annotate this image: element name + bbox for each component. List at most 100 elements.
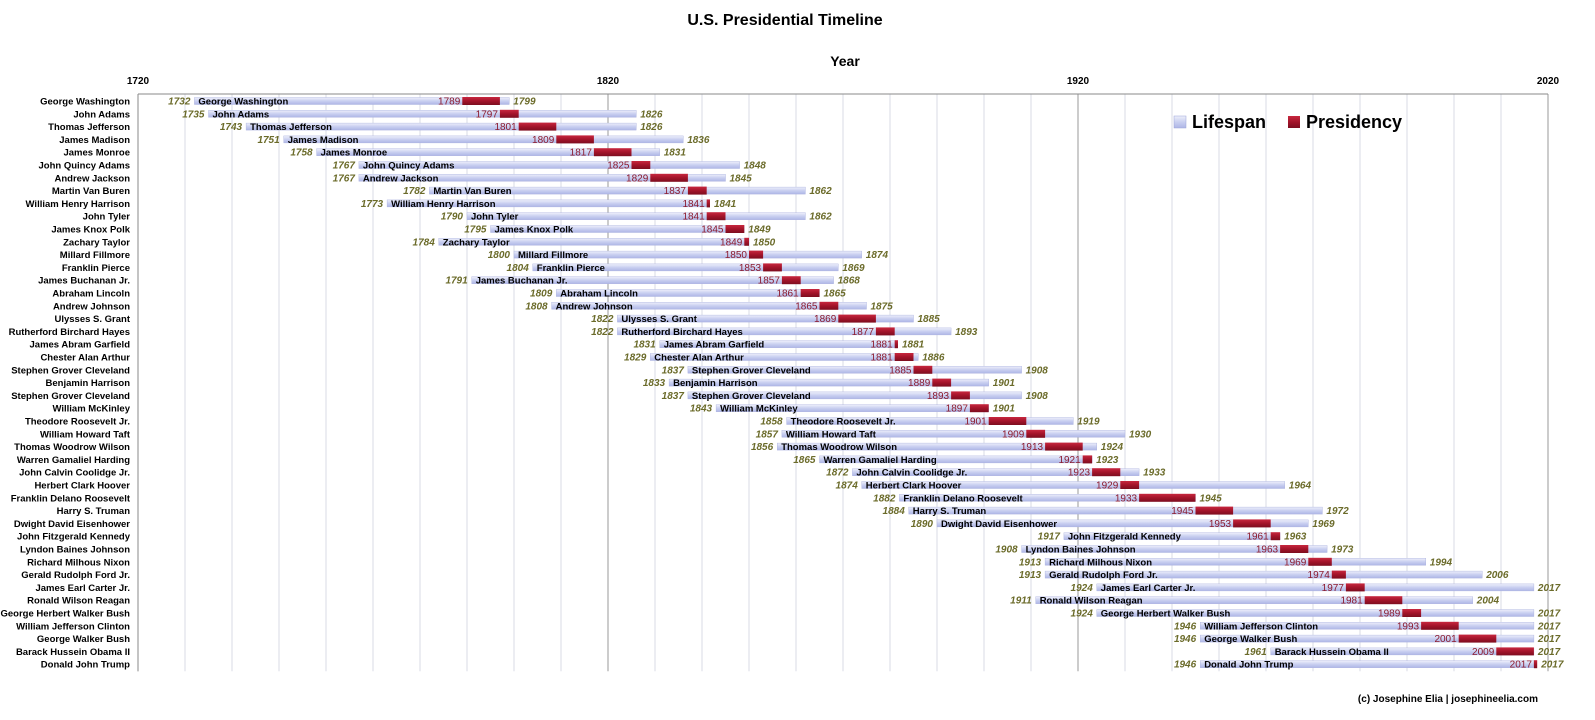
- president-row: 1808 Andrew Johnson 1865 1875: [525, 301, 893, 312]
- presidency-bar: [593, 148, 632, 157]
- president-row: 1790 John Tyler 1841 1862: [441, 212, 832, 223]
- death-year-label: 1924: [1101, 442, 1124, 453]
- presidency-start-label: 1809: [532, 135, 555, 146]
- president-axis-label: John Tyler: [83, 212, 131, 223]
- president-axis-label: Zachary Taylor: [63, 237, 130, 248]
- death-year-label: 1881: [902, 340, 925, 351]
- lifespan-bar: [1035, 596, 1473, 604]
- death-year-label: 1865: [824, 289, 847, 300]
- birth-year-label: 1924: [1071, 609, 1094, 620]
- president-row: 1857 William Howard Taft 1909 1930: [756, 429, 1152, 440]
- birth-year-label: 1822: [591, 327, 614, 338]
- president-row: 1865 Warren Gamaliel Harding 1921 1923: [793, 455, 1119, 466]
- president-axis-label: George Walker Bush: [37, 634, 130, 645]
- birth-year-label: 1784: [413, 237, 436, 248]
- death-year-label: 1908: [1026, 391, 1049, 402]
- presidency-bar: [894, 353, 914, 361]
- presidency-bar: [838, 314, 876, 323]
- presidency-bar: [1082, 455, 1093, 464]
- presidency-start-label: 1841: [682, 212, 705, 223]
- presidency-bar: [650, 173, 688, 182]
- president-axis-label: Stephen Grover Cleveland: [11, 391, 130, 402]
- presidency-bar: [1345, 583, 1365, 592]
- lifespan-name-label: Zachary Taylor: [443, 237, 510, 248]
- death-year-label: 1994: [1430, 557, 1453, 568]
- president-row: 1767 Andrew Jackson 1829 1845: [333, 173, 753, 184]
- presidency-bar: [1233, 519, 1271, 528]
- presidency-bar: [706, 212, 726, 221]
- presidency-bar: [1533, 660, 1538, 669]
- presidency-bar: [1026, 429, 1046, 438]
- birth-year-label: 1874: [836, 481, 859, 492]
- president-row: 1795 James Knox Polk 1845 1849: [464, 225, 771, 236]
- birth-year-label: 1837: [662, 391, 685, 402]
- lifespan-name-label: John Calvin Coolidge Jr.: [856, 468, 967, 479]
- death-year-label: 1874: [866, 250, 889, 261]
- presidency-start-label: 1881: [870, 340, 893, 351]
- lifespan-name-label: John Tyler: [471, 212, 519, 223]
- lifespan-name-label: James Monroe: [321, 148, 388, 159]
- lifespan-name-label: Herbert Clark Hoover: [866, 481, 962, 492]
- birth-year-label: 1913: [1019, 557, 1042, 568]
- president-row: 1946 William Jefferson Clinton 1993 2017: [1174, 621, 1561, 632]
- birth-year-label: 1773: [361, 199, 384, 210]
- president-row: 1732 George Washington 1789 1799: [168, 97, 536, 108]
- president-row: 1822 Ulysses S. Grant 1869 1885: [591, 314, 940, 325]
- death-year-label: 1893: [955, 327, 978, 338]
- lifespan-name-label: John Adams: [213, 109, 270, 120]
- death-year-label: 2017: [1537, 609, 1561, 620]
- lifespan-name-label: Ulysses S. Grant: [621, 314, 697, 325]
- birth-year-label: 1856: [751, 442, 774, 453]
- legend-presidency-swatch: [1288, 116, 1300, 128]
- president-axis-label: William Howard Taft: [40, 429, 131, 440]
- president-row: 1917 John Fitzgerald Kennedy 1961 1963: [1038, 532, 1307, 543]
- lifespan-name-label: Andrew Johnson: [556, 301, 633, 312]
- president-axis-label: John Fitzgerald Kennedy: [17, 532, 131, 543]
- presidency-bar: [1045, 442, 1083, 451]
- presidency-start-label: 1837: [664, 186, 687, 197]
- birth-year-label: 1946: [1174, 621, 1197, 632]
- lifespan-bar: [532, 263, 839, 272]
- president-axis-label: Ronald Wilson Reagan: [27, 596, 130, 607]
- birth-year-label: 1857: [756, 429, 779, 440]
- president-row: 1809 Abraham Lincoln 1861 1865: [530, 289, 846, 300]
- lifespan-name-label: Gerald Rudolph Ford Jr.: [1049, 570, 1158, 581]
- president-axis-label: Millard Fillmore: [60, 250, 130, 261]
- president-axis-label: William Henry Harrison: [26, 199, 131, 210]
- death-year-label: 1869: [842, 263, 865, 274]
- presidency-bar: [1496, 647, 1534, 656]
- president-row: 1833 Benjamin Harrison 1889 1901: [643, 378, 1016, 389]
- birth-year-label: 1913: [1019, 570, 1042, 581]
- birth-year-label: 1804: [507, 263, 530, 274]
- death-year-label: 1831: [664, 148, 687, 159]
- lifespan-name-label: Abraham Lincoln: [560, 289, 638, 300]
- presidency-bar: [781, 276, 801, 285]
- presidency-bar: [763, 263, 782, 272]
- president-row: 1837 Stephen Grover Cleveland 1885 1908: [662, 365, 1049, 376]
- lifespan-bar: [358, 161, 740, 169]
- president-axis-label: Abraham Lincoln: [52, 289, 130, 300]
- birth-year-label: 1872: [826, 468, 849, 479]
- legend-lifespan-label: Lifespan: [1192, 112, 1266, 132]
- lifespan-bar: [283, 135, 684, 144]
- presidency-bar: [1364, 596, 1403, 605]
- birth-year-label: 1751: [257, 135, 280, 146]
- lifespan-name-label: James Knox Polk: [495, 225, 574, 236]
- death-year-label: 1901: [993, 404, 1016, 415]
- birth-year-label: 1908: [995, 545, 1018, 556]
- presidency-start-label: 1881: [870, 353, 893, 364]
- lifespan-bar: [617, 314, 914, 323]
- lifespan-name-label: James Buchanan Jr.: [476, 276, 568, 287]
- death-year-label: 1923: [1096, 455, 1119, 466]
- presidency-start-label: 1885: [889, 365, 912, 376]
- presidency-start-label: 1981: [1340, 596, 1363, 607]
- presidency-start-label: 2017: [1510, 660, 1533, 671]
- birth-year-label: 1946: [1174, 634, 1197, 645]
- legend: Lifespan Presidency: [1173, 112, 1402, 132]
- lifespan-name-label: Martin Van Buren: [433, 186, 511, 197]
- lifespan-bar: [908, 506, 1323, 515]
- president-row: 1843 William McKinley 1897 1901: [690, 404, 1016, 415]
- birth-year-label: 1917: [1038, 532, 1061, 543]
- presidency-start-label: 1797: [476, 109, 499, 120]
